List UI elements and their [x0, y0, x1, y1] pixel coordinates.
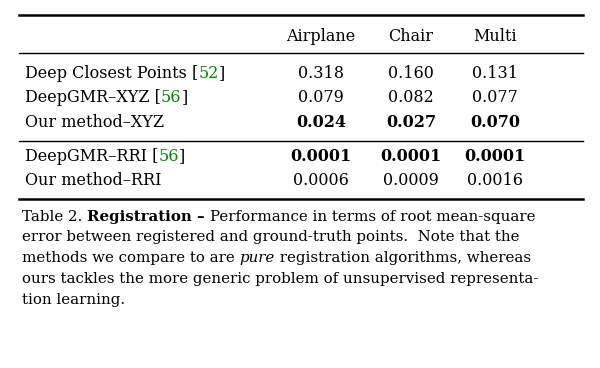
Text: 52: 52 — [199, 65, 219, 82]
Text: Table 2.: Table 2. — [22, 210, 83, 224]
Text: methods we compare to are: methods we compare to are — [22, 251, 240, 265]
Text: pure: pure — [240, 251, 275, 265]
Text: Registration –: Registration – — [88, 210, 210, 224]
Text: 0.082: 0.082 — [388, 89, 434, 106]
Text: 0.024: 0.024 — [296, 114, 346, 131]
Text: Our method–RRI: Our method–RRI — [25, 172, 162, 189]
Text: Deep Closest Points [: Deep Closest Points [ — [25, 65, 199, 82]
Text: ours tackles the more generic problem of unsupervised representa-: ours tackles the more generic problem of… — [22, 272, 539, 286]
Text: Multi: Multi — [473, 28, 517, 45]
Text: Our method–XYZ: Our method–XYZ — [25, 114, 164, 131]
Text: registration algorithms, whereas: registration algorithms, whereas — [275, 251, 531, 265]
Text: ]: ] — [219, 65, 225, 82]
Text: 0.160: 0.160 — [388, 65, 434, 82]
Text: 0.0006: 0.0006 — [293, 172, 349, 189]
Text: 0.079: 0.079 — [298, 89, 344, 106]
Text: 0.070: 0.070 — [470, 114, 520, 131]
Text: DeepGMR–XYZ [: DeepGMR–XYZ [ — [25, 89, 161, 106]
Text: DeepGMR–RRI [: DeepGMR–RRI [ — [25, 148, 158, 165]
Text: 0.0001: 0.0001 — [290, 148, 352, 165]
Text: 0.0009: 0.0009 — [383, 172, 439, 189]
Text: Chair: Chair — [389, 28, 434, 45]
Text: 0.131: 0.131 — [472, 65, 518, 82]
Text: 0.077: 0.077 — [472, 89, 518, 106]
Text: 56: 56 — [161, 89, 182, 106]
Text: 56: 56 — [158, 148, 179, 165]
Text: 0.0001: 0.0001 — [464, 148, 526, 165]
Text: error between registered and ground-truth points.  Note that the: error between registered and ground-trut… — [22, 230, 520, 244]
Text: Performance in terms of root mean-square: Performance in terms of root mean-square — [210, 210, 536, 224]
Text: Airplane: Airplane — [286, 28, 356, 45]
Text: ]: ] — [179, 148, 185, 165]
Text: 0.0001: 0.0001 — [380, 148, 442, 165]
Text: 0.0016: 0.0016 — [467, 172, 523, 189]
Text: ]: ] — [182, 89, 188, 106]
Text: 0.318: 0.318 — [298, 65, 344, 82]
Text: tion learning.: tion learning. — [22, 293, 125, 307]
Text: 0.027: 0.027 — [386, 114, 436, 131]
